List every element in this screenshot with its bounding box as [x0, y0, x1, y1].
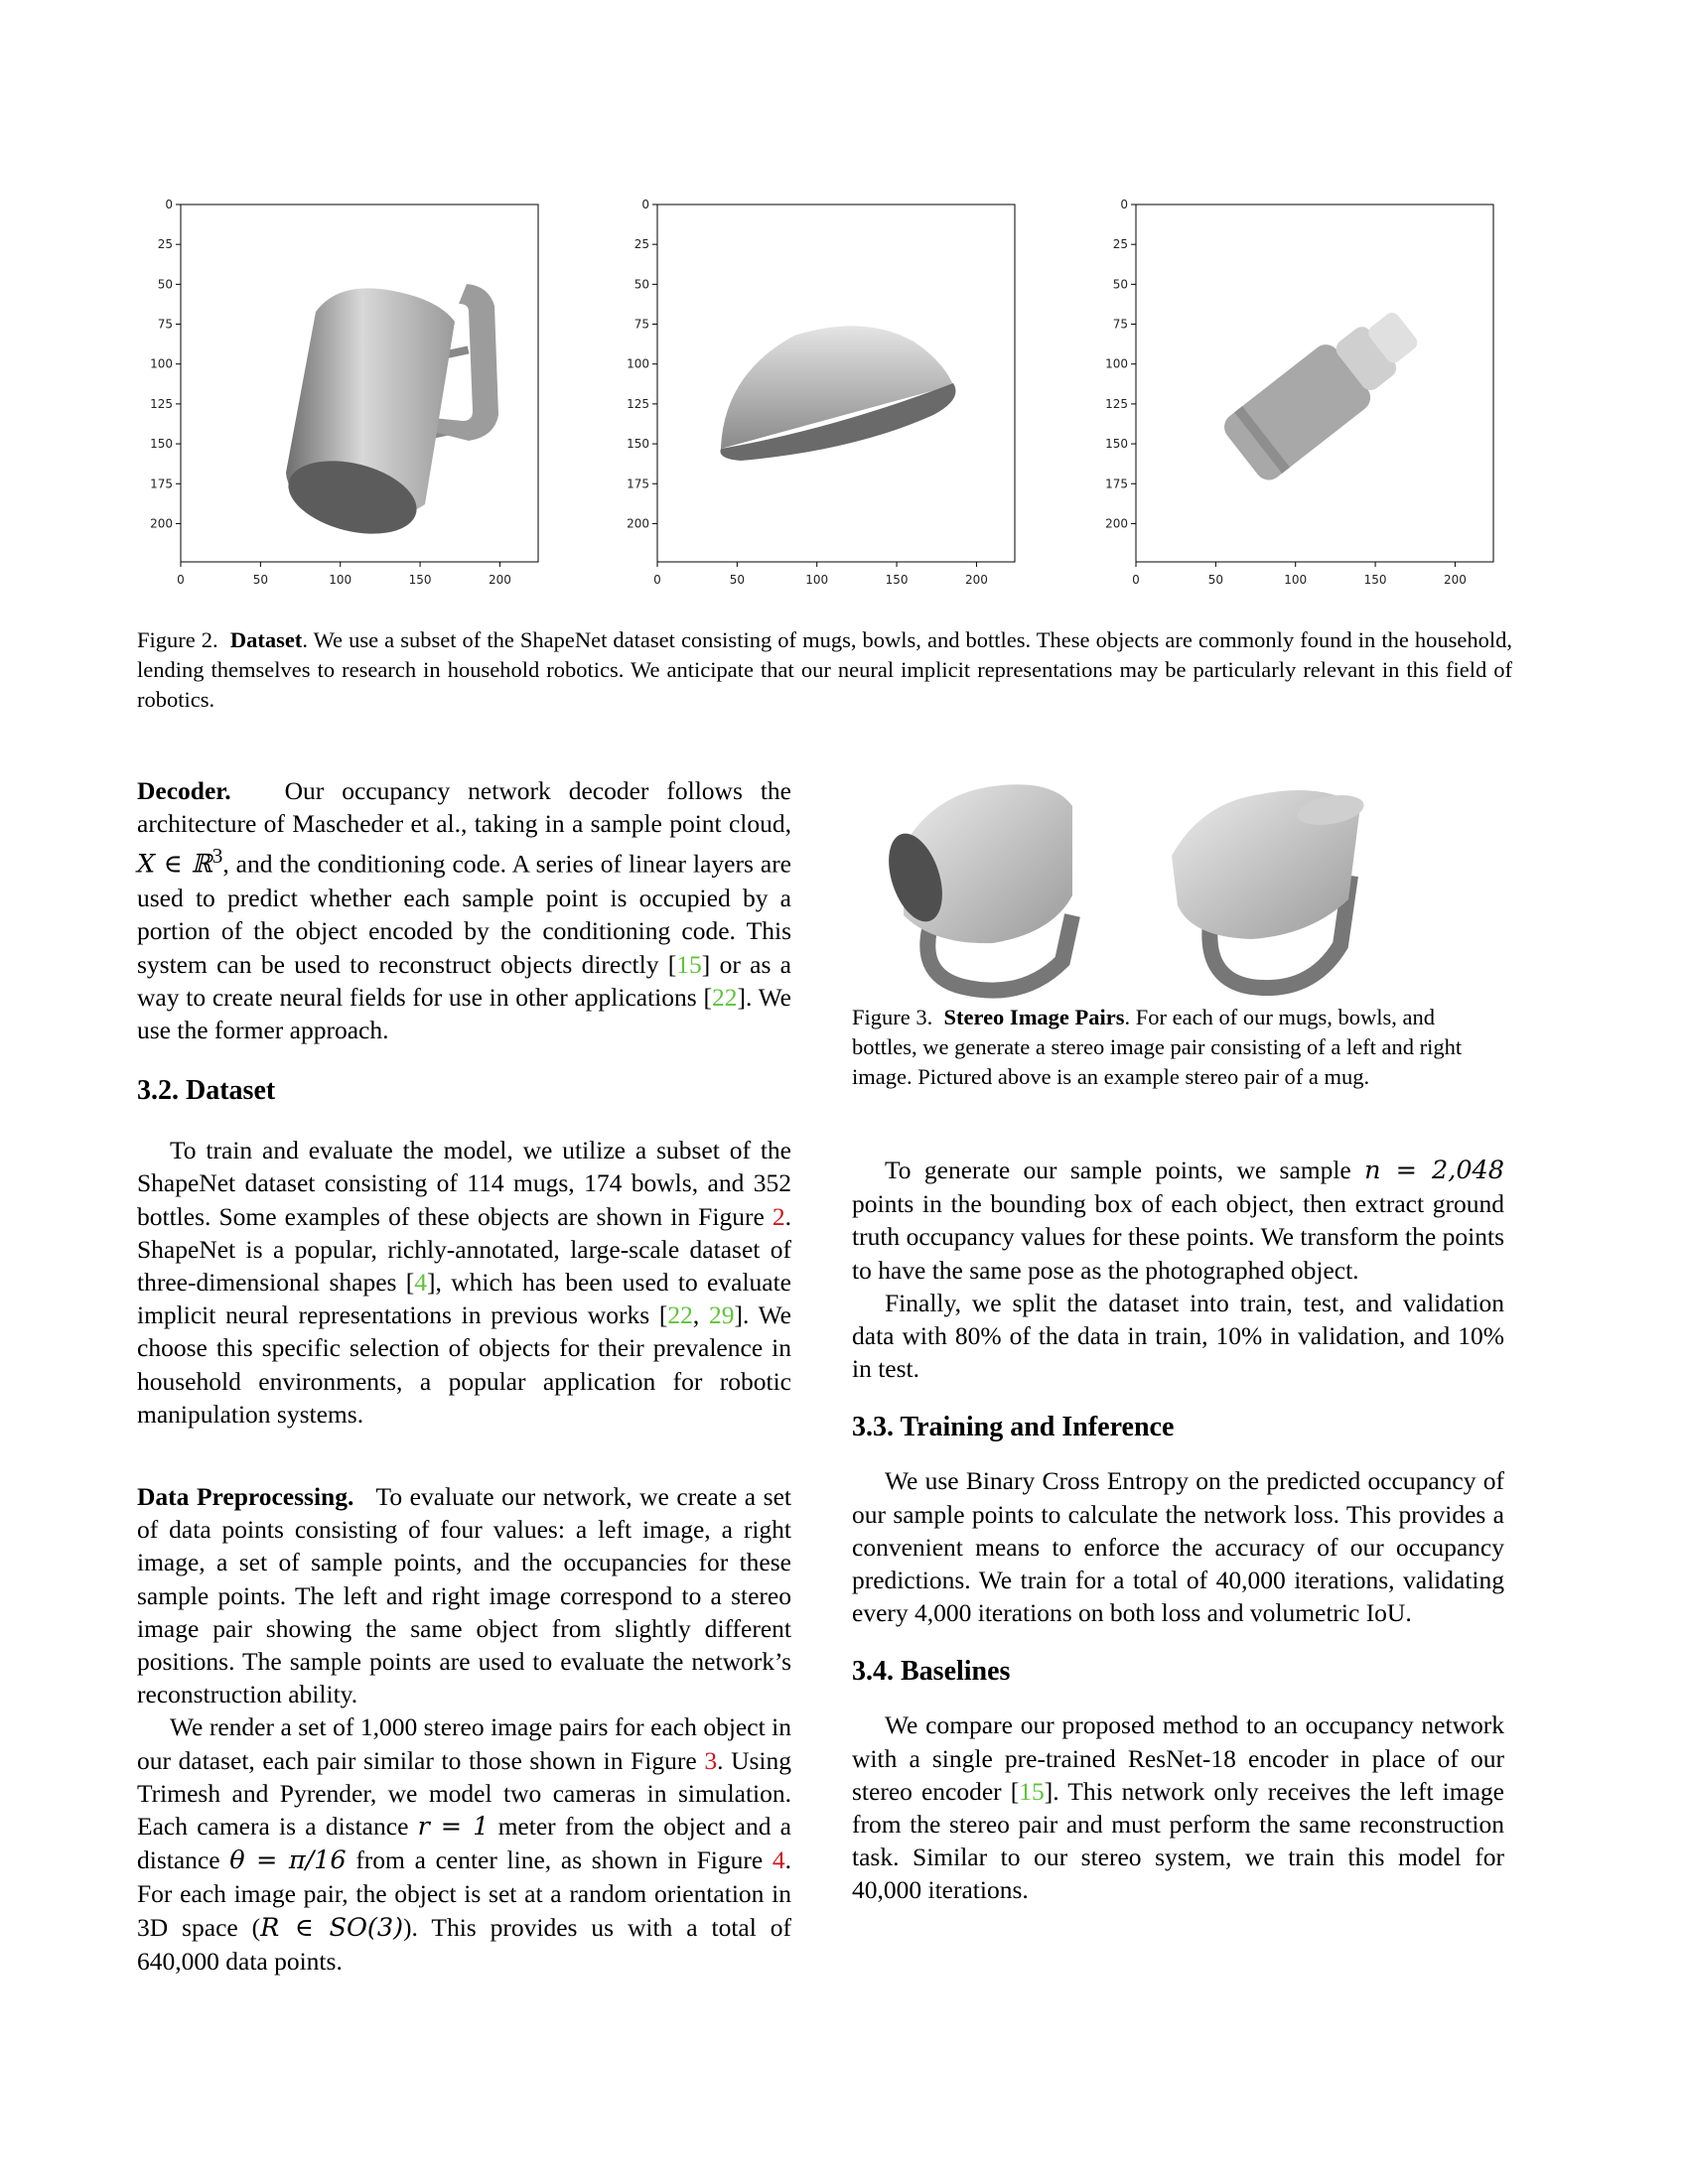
y-tick-label: 100 [627, 357, 649, 371]
y-tick-label: 75 [1113, 318, 1128, 332]
y-tick-label: 150 [1105, 437, 1128, 451]
plot-mug-svg: 0 25 50 75 100 125 150 175 200 0 50 100 150 200 [150, 198, 539, 587]
x-tick-label: 100 [1284, 573, 1307, 587]
y-tick-label: 175 [627, 477, 649, 490]
y-tick-label: 0 [165, 198, 173, 211]
y-tick-label: 125 [627, 397, 649, 411]
plot-frame [1135, 204, 1494, 563]
y-tick-label: 50 [634, 277, 649, 291]
x-tick-label: 0 [1132, 573, 1140, 587]
y-tick-label: 0 [641, 198, 649, 211]
x-tick-label: 150 [886, 573, 909, 587]
y-tick-label: 25 [1113, 237, 1128, 251]
y-tick-label: 150 [627, 437, 649, 451]
figure-2-caption: Figure 2. Dataset. We use a subset of th… [137, 627, 1513, 712]
y-tick-label: 100 [150, 357, 173, 371]
dataset-paragraph: To train and evaluate the model, we util… [137, 1136, 791, 1429]
figure-3-image [874, 766, 1450, 1005]
plot-mug: 0 25 50 75 100 125 150 175 200 0 50 100 150 200 [139, 195, 616, 592]
plot-bowl-svg: 0 25 50 75 100 125 150 175 200 0 50 100 150 200 [627, 198, 1016, 587]
plot-frame [180, 204, 539, 563]
decoder-paragraph: Decoder. Our occupancy network decoder f… [137, 776, 792, 1044]
y-tick-label: 175 [150, 477, 173, 490]
y-tick-label: 75 [634, 318, 649, 332]
baselines-paragraph: We compare our proposed method to an occ… [852, 1710, 1504, 1905]
mug-right-view [1172, 790, 1364, 996]
y-tick-label: 175 [1105, 477, 1128, 490]
mug-left-view [889, 784, 1080, 999]
y-tick-label: 125 [150, 397, 173, 411]
x-tick-label: 200 [965, 573, 988, 587]
y-tick-label: 200 [150, 516, 173, 530]
y-tick-label: 200 [1105, 516, 1128, 530]
x-tick-label: 50 [730, 573, 745, 587]
stereo-mug-pair [889, 784, 1364, 999]
plot-frame [656, 204, 1016, 563]
section-heading-training: 3.3. Training and Inference [852, 1412, 1175, 1443]
split-paragraph: Finally, we split the dataset into train… [852, 1288, 1504, 1384]
section-heading-baselines: 3.4. Baselines [852, 1656, 1011, 1688]
plot-axes: 0 25 50 75 100 125 150 175 200 0 50 100 150 200 [150, 198, 539, 587]
plot-bowl: 0 25 50 75 100 125 150 175 200 0 50 100 150 200 [616, 195, 1092, 592]
y-tick-label: 100 [1105, 357, 1128, 371]
render-paragraph: We render a set of 1,000 stereo image pa… [137, 1712, 791, 1976]
section-heading-dataset: 3.2. Dataset [137, 1075, 276, 1107]
y-tick-label: 50 [1113, 277, 1128, 291]
figure-3-caption: Figure 3. Stereo Image Pairs. For each o… [852, 1005, 1463, 1089]
training-paragraph: We use Binary Cross Entropy on the predi… [852, 1466, 1504, 1628]
bowl-object [720, 326, 956, 461]
y-tick-label: 125 [1105, 397, 1128, 411]
y-tick-label: 25 [634, 237, 649, 251]
plot-bottle: 0 25 50 75 100 125 150 175 200 0 50 100 150 200 [1094, 195, 1571, 592]
x-tick-label: 50 [1208, 573, 1223, 587]
x-tick-label: 150 [1364, 573, 1387, 587]
right-column: Figure 3. Stereo Image Pairs. For each o… [852, 1003, 1504, 1907]
x-tick-label: 0 [653, 573, 661, 587]
y-tick-label: 75 [158, 318, 173, 332]
mug-object [286, 284, 498, 534]
x-tick-label: 150 [409, 573, 432, 587]
y-tick-label: 25 [158, 237, 173, 251]
y-tick-label: 50 [158, 277, 173, 291]
preprocessing-paragraph: Data Preprocessing. To evaluate our netw… [137, 1481, 791, 1709]
x-tick-label: 100 [329, 573, 352, 587]
plot-bottle-svg: 0 25 50 75 100 125 150 175 200 0 50 100 150 200 [1105, 198, 1494, 587]
x-tick-label: 200 [489, 573, 511, 587]
y-tick-label: 200 [627, 516, 649, 530]
x-tick-label: 200 [1444, 573, 1467, 587]
plot-axes: 0 25 50 75 100 125 150 175 200 0 50 100 150 200 [627, 198, 1016, 587]
plot-axes: 0 25 50 75 100 125 150 175 200 0 50 100 150 200 [1105, 198, 1494, 587]
left-column: Decoder. Our occupancy network decoder f… [137, 774, 791, 1978]
x-tick-label: 50 [253, 573, 268, 587]
y-tick-label: 150 [150, 437, 173, 451]
x-tick-label: 100 [805, 573, 828, 587]
sample-points-paragraph: To generate our sample points, we sample… [852, 1156, 1504, 1285]
bottle-object [1224, 313, 1418, 480]
y-tick-label: 0 [1120, 198, 1128, 211]
x-tick-label: 0 [177, 573, 185, 587]
